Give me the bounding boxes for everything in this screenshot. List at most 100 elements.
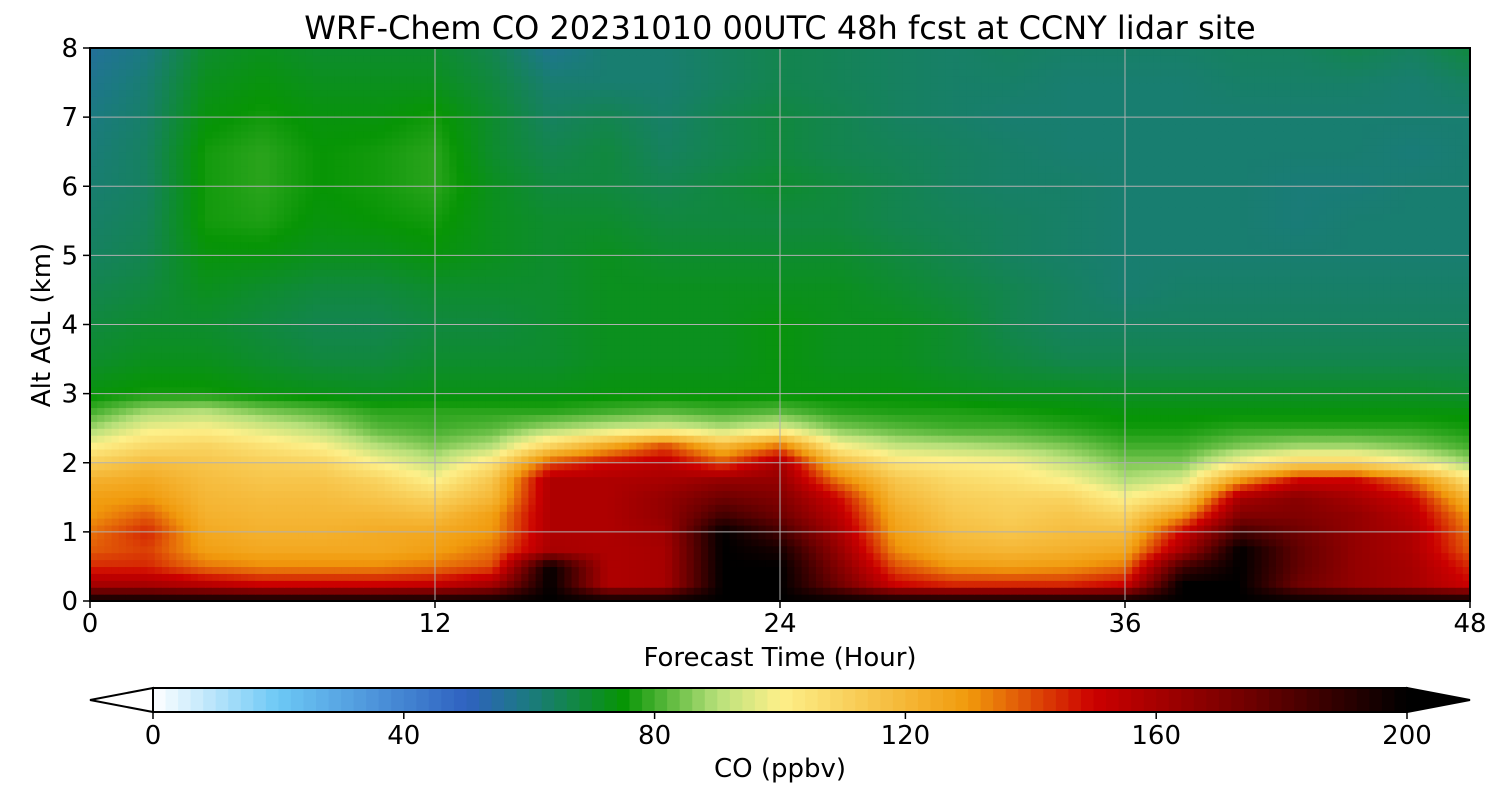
heatmap-cell (1160, 552, 1169, 561)
heatmap-cell (643, 594, 652, 601)
heatmap-cell (435, 566, 443, 574)
heatmap-cell (650, 490, 659, 498)
heatmap-cell (1268, 448, 1277, 457)
heatmap-cell (449, 518, 458, 526)
heatmap-cell (636, 421, 645, 429)
heatmap-cell (233, 580, 242, 588)
heatmap-cell (585, 580, 594, 588)
heatmap-cell (1462, 559, 1470, 568)
heatmap-cell (147, 455, 156, 464)
heatmap-cell (542, 462, 551, 471)
heatmap-cell (1462, 435, 1470, 443)
heatmap-cell (90, 580, 98, 588)
heatmap-cell (499, 587, 508, 595)
heatmap-cell (988, 428, 997, 436)
heatmap-cell (851, 545, 860, 554)
heatmap-cell (190, 538, 199, 547)
heatmap-cell (636, 573, 645, 581)
heatmap-cell (650, 511, 659, 519)
heatmap-cell (1038, 573, 1047, 581)
heatmap-cell (176, 476, 185, 485)
heatmap-cell (564, 518, 573, 526)
heatmap-cell (895, 483, 903, 491)
heatmap-cell (959, 428, 968, 436)
heatmap-cell (765, 552, 774, 561)
heatmap-cell (1103, 524, 1112, 533)
heatmap-cell (205, 559, 213, 568)
heatmap-cell (600, 435, 609, 443)
heatmap-cell (269, 566, 278, 574)
heatmap-cell (1175, 511, 1184, 519)
heatmap-cell (938, 469, 946, 478)
heatmap-cell (930, 428, 939, 436)
heatmap-cell (1225, 538, 1234, 547)
heatmap-cell (657, 566, 666, 574)
heatmap-cell (90, 448, 98, 457)
heatmap-cell (341, 587, 350, 595)
heatmap-cell (1132, 587, 1140, 595)
heatmap-cell (837, 490, 846, 498)
heatmap-cell (1010, 435, 1018, 443)
heatmap-cell (435, 594, 443, 601)
heatmap-cell (758, 580, 767, 588)
heatmap-cell (1390, 504, 1399, 512)
heatmap-cell (1362, 573, 1370, 581)
heatmap-cell (887, 428, 896, 436)
heatmap-cell (176, 421, 185, 429)
heatmap-cell (212, 483, 220, 491)
heatmap-cell (427, 455, 436, 464)
heatmap-cell (1283, 559, 1291, 568)
heatmap-cell (751, 524, 760, 533)
heatmap-cell (578, 483, 587, 491)
heatmap-cell (794, 573, 803, 581)
heatmap-cell (284, 428, 292, 436)
heatmap-cell (205, 476, 213, 485)
heatmap-cell (909, 559, 918, 568)
heatmap-cell (808, 428, 817, 436)
heatmap-cell (880, 573, 889, 581)
heatmap-cell (1254, 448, 1263, 457)
heatmap-cell (657, 462, 666, 471)
heatmap-cell (1175, 559, 1184, 568)
heatmap-cell (269, 497, 278, 505)
heatmap-cell (334, 531, 343, 540)
heatmap-cell (169, 504, 177, 512)
heatmap-cell (772, 566, 781, 574)
heatmap-cell (830, 511, 839, 519)
heatmap-cell (133, 511, 141, 519)
heatmap-cell (1333, 442, 1342, 450)
heatmap-cell (435, 469, 443, 478)
heatmap-cell (1117, 497, 1126, 505)
heatmap-cell (1225, 469, 1234, 478)
heatmap-cell (1240, 442, 1248, 450)
heatmap-cell (370, 580, 379, 588)
heatmap-cell (506, 497, 515, 505)
heatmap-cell (1247, 531, 1255, 540)
heatmap-cell (966, 504, 975, 512)
heatmap-cell (90, 531, 98, 540)
heatmap-cell (470, 511, 479, 519)
heatmap-cell (485, 455, 494, 464)
heatmap-cell (708, 455, 716, 464)
heatmap-cell (1326, 462, 1335, 471)
heatmap-cell (1074, 455, 1083, 464)
heatmap-cell (1031, 559, 1040, 568)
heatmap-cell (1045, 483, 1054, 491)
heatmap-cell (794, 511, 803, 519)
heatmap-cell (391, 566, 400, 574)
heatmap-cell (384, 531, 393, 540)
heatmap-cell (1426, 504, 1435, 512)
heatmap-cell (952, 476, 961, 485)
heatmap-cell (780, 573, 788, 581)
heatmap-cell (772, 483, 781, 491)
heatmap-cell (1254, 511, 1263, 519)
heatmap-cell (427, 476, 436, 485)
heatmap-cell (478, 566, 486, 574)
heatmap-cell (600, 580, 609, 588)
heatmap-cell (966, 476, 975, 485)
heatmap-cell (262, 421, 271, 429)
heatmap-cell (1002, 580, 1011, 588)
heatmap-cell (1319, 566, 1327, 574)
heatmap-cell (959, 469, 968, 478)
heatmap-cell (686, 504, 695, 512)
